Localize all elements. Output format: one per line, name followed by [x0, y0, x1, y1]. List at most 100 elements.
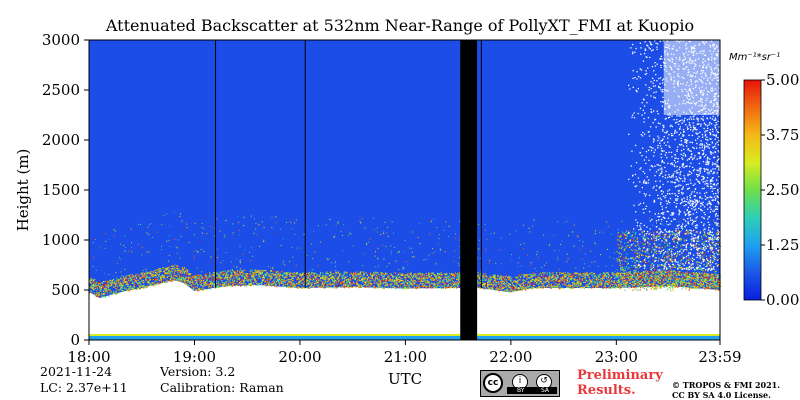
layer-edge-point [575, 283, 577, 286]
layer-edge-point [365, 282, 367, 284]
layer-edge-point [153, 277, 155, 279]
layer-edge-point [344, 284, 346, 286]
layer-edge-point [383, 277, 386, 279]
layer-edge-point [365, 286, 367, 288]
layer-edge-point [297, 275, 299, 277]
layer-edge-point [444, 273, 446, 275]
layer-edge-point [437, 282, 439, 284]
layer-edge-point [340, 274, 343, 276]
layer-edge-point [507, 277, 510, 279]
layer-edge-point [237, 278, 239, 280]
layer-edge-point [192, 287, 194, 289]
layer-edge-point [499, 288, 501, 290]
layer-edge-point [487, 286, 489, 288]
layer-edge-point [564, 284, 567, 286]
layer-edge-point [631, 275, 634, 277]
layer-edge-point [97, 281, 100, 283]
layer-edge-point [512, 287, 514, 289]
layer-edge-point [254, 271, 256, 274]
layer-edge-point [394, 273, 396, 275]
layer-edge-point [526, 278, 528, 280]
layer-edge-point [509, 283, 511, 286]
layer-edge-point [554, 280, 556, 282]
layer-edge-point [482, 279, 484, 282]
layer-edge-point [619, 275, 621, 277]
layer-edge-point [479, 274, 481, 276]
layer-edge-point [383, 282, 385, 284]
layer-edge-point [521, 287, 523, 289]
layer-edge-point [92, 285, 94, 287]
layer-edge-point [716, 289, 718, 291]
layer-edge-point [541, 284, 543, 286]
layer-edge-point [326, 282, 328, 284]
layer-edge-point [626, 282, 628, 284]
layer-edge-point [530, 276, 532, 279]
layer-edge-point [99, 294, 101, 296]
layer-edge-point [221, 283, 224, 285]
layer-edge-point [502, 280, 504, 283]
layer-edge-point [640, 277, 642, 279]
layer-edge-point [390, 275, 392, 277]
layer-edge-point [273, 274, 275, 276]
layer-edge-point [194, 287, 196, 289]
layer-edge-point [417, 273, 419, 275]
layer-edge-point [588, 282, 591, 284]
layer-edge-point [492, 287, 494, 289]
layer-edge-point [353, 274, 355, 276]
layer-edge-point [694, 286, 696, 288]
layer-edge-point [284, 285, 286, 288]
layer-edge-point [545, 280, 548, 282]
layer-edge-point [306, 279, 308, 281]
layer-edge-point [92, 287, 94, 289]
layer-edge-point [256, 282, 258, 284]
layer-edge-point [343, 281, 345, 283]
layer-edge-point [198, 278, 200, 280]
layer-edge-point [580, 284, 582, 286]
layer-edge-point [640, 280, 642, 282]
layer-edge-point [455, 275, 457, 277]
layer-edge-point [661, 285, 663, 287]
layer-edge-point [517, 276, 519, 278]
layer-edge-point [218, 277, 220, 279]
layer-edge-point [373, 272, 375, 274]
layer-edge-point [221, 280, 223, 282]
layer-edge-point [707, 281, 709, 283]
layer-edge-point [714, 281, 716, 283]
layer-edge-point [409, 281, 411, 283]
layer-edge-point [630, 274, 632, 276]
layer-edge-point [306, 280, 308, 282]
layer-edge-point [320, 280, 322, 282]
layer-edge-point [639, 286, 641, 288]
layer-edge-point [352, 275, 355, 277]
layer-edge-point [457, 286, 460, 288]
layer-edge-point [507, 288, 509, 290]
layer-edge-point [652, 274, 654, 276]
layer-edge-point [541, 278, 543, 280]
layer-edge-point [557, 275, 560, 277]
layer-edge-point [683, 286, 685, 288]
layer-edge-point [339, 272, 341, 274]
layer-edge-point [477, 274, 479, 276]
layer-edge-point [404, 277, 406, 279]
layer-edge-point [676, 285, 679, 287]
layer-edge-point [292, 274, 294, 276]
layer-edge-point [414, 276, 417, 278]
layer-edge-point [708, 283, 710, 285]
layer-edge-point [487, 284, 489, 286]
layer-edge-point [378, 287, 380, 289]
layer-edge-point [716, 277, 718, 279]
layer-edge-point [500, 277, 502, 279]
layer-edge-point [501, 283, 503, 285]
layer-edge-point [380, 281, 382, 283]
layer-edge-point [534, 281, 536, 284]
layer-edge-point [394, 282, 396, 284]
layer-edge-point [276, 286, 278, 288]
layer-edge-point [686, 272, 688, 274]
layer-edge-point [376, 282, 378, 284]
layer-edge-point [166, 268, 168, 270]
layer-edge-point [365, 281, 367, 283]
layer-edge-point [273, 281, 275, 283]
layer-edge-point [94, 285, 96, 287]
layer-edge-point [408, 276, 410, 278]
layer-edge-point [617, 275, 619, 277]
